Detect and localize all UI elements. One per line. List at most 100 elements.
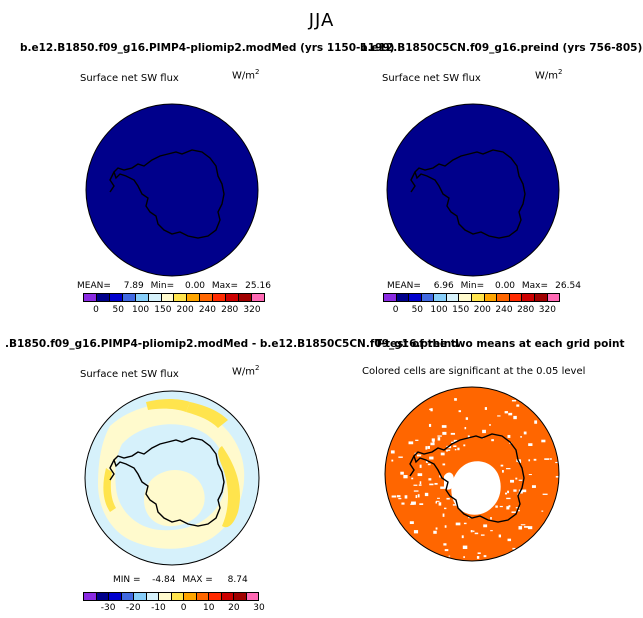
colorbar-tick-label: 240 <box>198 305 217 315</box>
nonsignificant-cell <box>464 426 467 430</box>
colorbar-swatch <box>409 294 422 301</box>
colorbar-swatch <box>384 294 397 301</box>
colorbar-swatch <box>148 294 162 301</box>
nonsignificant-cell <box>482 429 486 434</box>
colorbar-tick-label: 100 <box>430 305 448 315</box>
nonsignificant-cell <box>463 522 467 525</box>
nonsignificant-cell <box>425 446 428 450</box>
colorbar-tick-label: 50 <box>411 305 424 315</box>
nonsignificant-cell <box>410 503 415 505</box>
nonsignificant-cell <box>425 459 428 463</box>
nonsignificant-cell <box>457 447 460 451</box>
nonsignificant-cell <box>428 423 432 427</box>
nonsignificant-cell <box>528 474 532 476</box>
nonsignificant-cell <box>435 501 438 504</box>
nonsignificant-cell <box>413 490 419 492</box>
nonsignificant-cell <box>401 502 405 505</box>
nonsignificant-cell <box>391 459 394 462</box>
colorbar-tick-label: 20 <box>228 603 240 613</box>
nonsignificant-cell <box>436 500 440 502</box>
nonsignificant-cell <box>451 441 456 444</box>
nonsignificant-cell <box>500 464 504 467</box>
colorbar-swatch <box>196 593 209 600</box>
colorbar-tick-label: 10 <box>202 603 215 613</box>
nonsignificant-cell <box>454 398 457 401</box>
nonsignificant-cell <box>428 478 432 481</box>
colorbar-swatch <box>135 294 149 301</box>
panel-title-bottom-left: .B1850.f09_g16.PIMP4-pliomip2.modMed - b… <box>5 338 459 350</box>
colorbar-swatch <box>497 294 510 301</box>
nonsignificant-cell <box>390 450 395 454</box>
nonsignificant-cell <box>541 510 544 512</box>
colorbar-top-right <box>383 293 560 302</box>
nonsignificant-cell <box>516 509 520 512</box>
nonsignificant-cell <box>411 501 416 505</box>
nonsignificant-cell <box>507 434 511 438</box>
colorbar-tick-label: -10 <box>151 603 166 613</box>
map-field-top-left <box>85 103 259 277</box>
nonsignificant-cell <box>506 497 511 500</box>
nonsignificant-cell <box>555 475 559 478</box>
nonsignificant-cell <box>549 458 552 460</box>
colorbar-swatch <box>239 294 252 301</box>
colorbar-swatch <box>109 593 122 600</box>
nonsignificant-cell <box>520 436 523 438</box>
colorbar-swatch <box>484 294 498 301</box>
nonsignificant-cell <box>424 492 429 497</box>
nonsignificant-cell <box>434 482 438 485</box>
nonsignificant-cell <box>510 479 515 483</box>
colorbar-swatch <box>446 294 460 301</box>
panel-title-bottom-right: T-test of the two means at each grid poi… <box>375 338 625 350</box>
nonsignificant-cell <box>544 458 550 460</box>
colorbar-tick-label: 30 <box>253 603 265 613</box>
nonsignificant-cell <box>432 441 435 443</box>
colorbar-tick-label: 150 <box>452 305 470 315</box>
nonsignificant-cell <box>444 507 447 510</box>
nonsignificant-cell <box>453 439 458 443</box>
colorbar-swatch <box>134 593 147 600</box>
nonsignificant-cell <box>490 530 493 532</box>
nonsignificant-cell <box>555 461 558 464</box>
nonsignificant-cell <box>486 503 492 507</box>
nonsignificant-cell <box>427 463 431 466</box>
colorbar-swatch <box>221 593 234 600</box>
nonsignificant-cell <box>516 404 520 407</box>
antarctica-coastline <box>109 437 225 527</box>
colorbar-ticks-bottom-left: -30 -20 -10 0 10 20 30 <box>83 603 265 615</box>
nonsignificant-cell <box>450 432 456 435</box>
nonsignificant-cell <box>477 552 481 555</box>
nonsignificant-cell <box>487 500 492 504</box>
nonsignificant-cell <box>474 532 479 535</box>
colorbar-tick-label: 280 <box>221 305 239 315</box>
colorbar-swatch <box>434 294 447 301</box>
nonsignificant-cell <box>484 407 488 410</box>
nonsignificant-cell <box>419 464 422 468</box>
nonsignificant-cell <box>400 471 404 475</box>
colorbar-swatch <box>509 294 523 301</box>
nonsignificant-cell <box>398 497 402 500</box>
colorbar-swatch <box>226 294 240 301</box>
panel-title-top-right: b.e12.B1850C5CN.f09_g16.preind (yrs 756-… <box>360 42 643 54</box>
colorbar-swatch <box>159 593 172 600</box>
nonsignificant-cell <box>533 458 537 461</box>
nonsignificant-cell <box>398 456 403 458</box>
nonsignificant-cell <box>489 424 491 426</box>
stats-bottom-left: MIN = -4.84 MAX = 8.74 <box>113 575 248 585</box>
nonsignificant-cell <box>433 530 437 534</box>
season-title: JJA <box>308 10 335 31</box>
nonsignificant-cell <box>413 530 419 534</box>
nonsignificant-cell <box>515 477 518 480</box>
nonsignificant-cell <box>495 505 498 508</box>
nonsignificant-cell <box>429 483 434 486</box>
nonsignificant-cell <box>463 444 466 447</box>
nonsignificant-cell <box>491 439 494 442</box>
stats-top-left: MEAN= 7.89 Min= 0.00 Max= 25.16 <box>77 281 271 291</box>
colorbar-tick-label: 150 <box>154 305 172 315</box>
panel-subtitle-bottom-right: Colored cells are significant at the 0.0… <box>362 366 586 377</box>
nonsignificant-cell <box>446 497 450 500</box>
nonsignificant-cell <box>430 442 435 446</box>
map-bottom-left <box>84 390 260 566</box>
nonsignificant-cell <box>541 439 546 443</box>
nonsignificant-cell <box>531 485 536 488</box>
nonsignificant-cell <box>443 543 447 546</box>
